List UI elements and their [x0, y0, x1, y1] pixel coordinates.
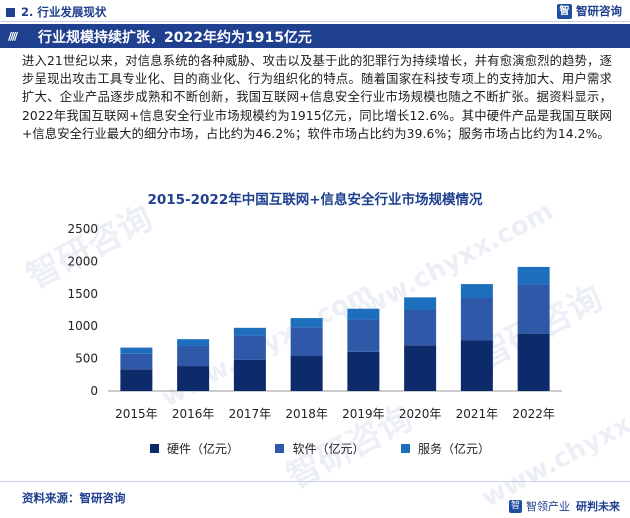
- bar-segment-service-2018年: [290, 318, 323, 328]
- bar-segment-service-2021年: [460, 284, 493, 299]
- legend-swatch-service: [400, 444, 410, 453]
- bar-segment-software-2022年: [517, 284, 550, 334]
- x-tick-label: 2022年: [512, 407, 555, 421]
- brand-logo: 智 智研咨询: [557, 3, 622, 19]
- y-tick-label: 2500: [67, 222, 98, 236]
- brand-logo-icon: 智: [557, 3, 572, 19]
- footer-slogan-a: 智领产业: [526, 500, 570, 513]
- footer-brand: 智 智领产业 研判未来: [509, 498, 620, 514]
- bar-segment-service-2016年: [177, 339, 210, 346]
- y-tick-label: 1500: [67, 287, 98, 301]
- bar-segment-service-2019年: [347, 308, 380, 320]
- x-tick-label: 2016年: [172, 407, 215, 421]
- bar-segment-hardware-2019年: [347, 351, 380, 391]
- square-bullet-icon: [6, 7, 15, 17]
- y-tick-label: 1000: [67, 319, 98, 333]
- divider: [0, 21, 630, 22]
- stripes-icon: ////: [8, 30, 18, 43]
- legend-label-software: 软件（亿元）: [292, 442, 365, 456]
- x-tick-label: 2017年: [229, 407, 272, 421]
- legend-item-hardware: 硬件（亿元）: [150, 440, 239, 457]
- bar-segment-software-2015年: [120, 353, 153, 370]
- bar-segment-service-2017年: [233, 327, 266, 336]
- legend-label-service: 服务（亿元）: [417, 442, 490, 456]
- divider: [0, 481, 630, 482]
- body-paragraph: 进入21世纪以来，对信息系统的各种威胁、攻击以及基于此的犯罪行为持续增长，并有愈…: [22, 54, 612, 141]
- bar-segment-hardware-2021年: [460, 340, 493, 391]
- bar-segment-service-2020年: [404, 297, 437, 310]
- stacked-bar-chart: 0 500 1000 1500 2000 2500 2015年 2016年 2017年 2018年…: [67, 222, 562, 421]
- bar-segment-hardware-2016年: [177, 366, 210, 391]
- bar-segment-software-2017年: [233, 335, 266, 360]
- bar-segment-hardware-2017年: [233, 359, 266, 391]
- legend-item-software: 软件（亿元）: [275, 440, 365, 457]
- chart-title: 2015-2022年中国互联网+信息安全行业市场规模情况: [147, 192, 483, 208]
- footer-slogan-b: 研判未来: [576, 500, 620, 513]
- bar-segment-software-2020年: [404, 310, 437, 346]
- bar-segment-software-2016年: [177, 345, 210, 367]
- bar-segment-hardware-2015年: [120, 369, 153, 391]
- bar-segment-service-2015年: [120, 347, 153, 354]
- x-tick-label: 2015年: [115, 407, 158, 421]
- x-tick-label: 2019年: [342, 407, 385, 421]
- bar-segment-service-2022年: [517, 266, 550, 285]
- section-heading-label: 2. 行业发展现状: [21, 5, 107, 19]
- legend-swatch-software: [275, 444, 285, 453]
- bar-segment-hardware-2022年: [517, 333, 550, 391]
- banner-title: 行业规模持续扩张，2022年约为1915亿元: [38, 30, 312, 46]
- x-tick-label: 2021年: [456, 407, 499, 421]
- section-heading: 2. 行业发展现状: [6, 4, 106, 20]
- bar-segment-software-2021年: [460, 298, 493, 341]
- bar-segment-hardware-2020年: [404, 345, 437, 391]
- top-bar: 2. 行业发展现状 智 智研咨询: [0, 0, 630, 22]
- bar-segment-software-2018年: [290, 327, 323, 357]
- legend-item-service: 服务（亿元）: [400, 440, 490, 457]
- y-tick-label: 2000: [67, 254, 98, 268]
- bar-segment-hardware-2018年: [290, 356, 323, 391]
- source-note: 资料来源：智研咨询: [22, 491, 126, 505]
- x-tick-label: 2018年: [285, 407, 328, 421]
- brand-name: 智研咨询: [576, 4, 622, 18]
- title-banner: //// 行业规模持续扩张，2022年约为1915亿元: [0, 24, 630, 48]
- brand-logo-icon: 智: [509, 499, 522, 513]
- chart-legend: 硬件（亿元） 软件（亿元） 服务（亿元）: [150, 440, 490, 457]
- y-tick-label: 500: [75, 352, 98, 366]
- x-tick-label: 2020年: [399, 407, 442, 421]
- y-tick-label: 0: [90, 384, 98, 398]
- bar-segment-software-2019年: [347, 319, 380, 352]
- legend-label-hardware: 硬件（亿元）: [167, 442, 240, 456]
- legend-swatch-hardware: [150, 444, 159, 453]
